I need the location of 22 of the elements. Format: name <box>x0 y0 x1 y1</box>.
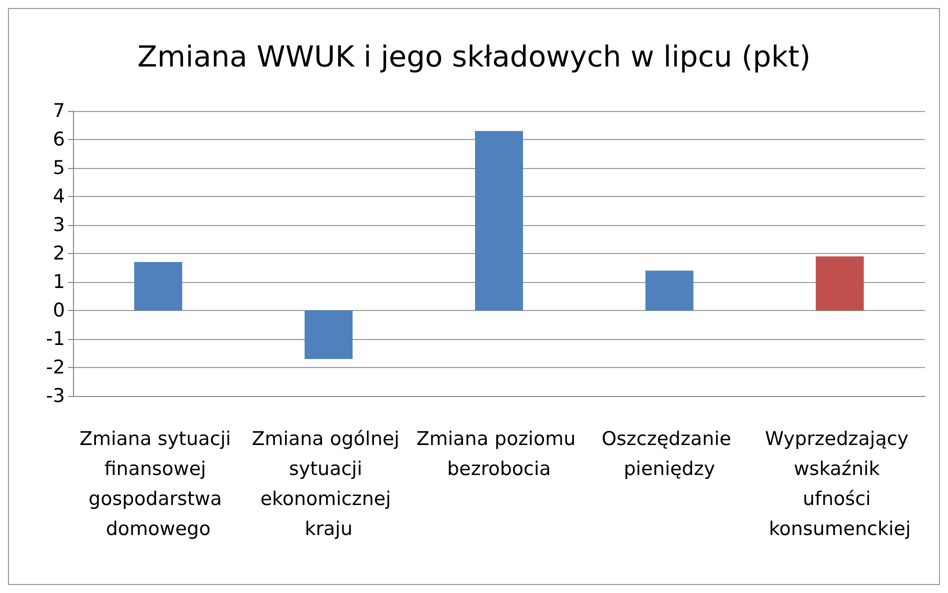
x-tick-label: Zmiana ogólnej sytuacji ekonomicznej kraju <box>252 428 406 540</box>
bar <box>645 270 694 310</box>
y-tick-label: -2 <box>46 356 65 378</box>
bar <box>816 256 864 310</box>
y-tick-label: 3 <box>52 214 65 236</box>
y-tick-label: 5 <box>52 157 65 179</box>
y-tick-label: 4 <box>52 186 65 208</box>
y-tick-label: 2 <box>52 242 65 264</box>
x-tick-label: Zmiana poziomu bezrobocia <box>416 428 582 480</box>
y-tick-label: -1 <box>46 328 65 350</box>
bar <box>304 310 353 359</box>
y-tick-label: -3 <box>46 385 65 407</box>
y-tick-label: 6 <box>52 128 65 150</box>
x-tick-label: Zmiana sytuacji finansowej gospodarstwa domowego <box>79 428 237 540</box>
bar <box>475 130 523 310</box>
bar <box>134 262 182 310</box>
x-tick-label: Oszczędzanie pieniędzy <box>602 428 738 480</box>
y-tick-label: 7 <box>52 100 65 122</box>
y-tick-label: 1 <box>52 271 65 293</box>
chart-title: Zmiana WWUK i jego składowych w lipcu (pkt) <box>137 40 811 74</box>
x-tick-label: Wyprzedzający wskaźnik ufności konsumenckiej <box>765 428 915 540</box>
y-tick-label: 0 <box>52 300 65 322</box>
